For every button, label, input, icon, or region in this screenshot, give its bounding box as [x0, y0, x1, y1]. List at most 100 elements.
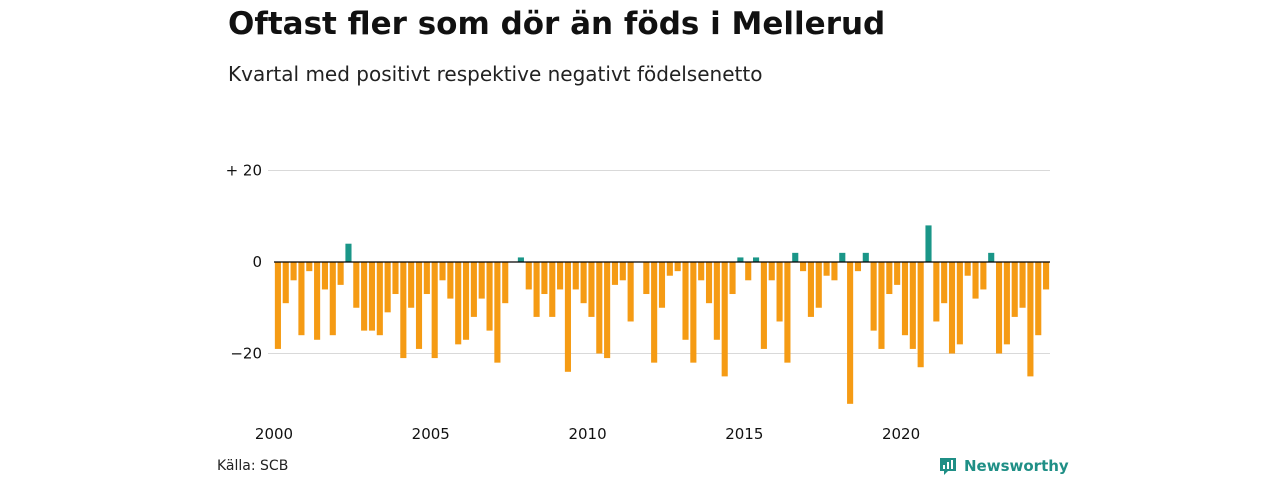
bar — [1011, 262, 1018, 317]
bar — [729, 262, 736, 295]
bar — [690, 262, 697, 363]
bar — [643, 262, 650, 295]
source-note: Källa: SCB — [217, 458, 289, 474]
bar — [658, 262, 666, 308]
bar — [792, 252, 799, 262]
x-tick-label: 2010 — [568, 425, 606, 443]
y-tick-label: + 20 — [226, 162, 262, 180]
brand-name: Newsworthy — [964, 457, 1069, 475]
bar — [705, 262, 713, 304]
bar — [502, 262, 509, 304]
bar — [760, 262, 767, 349]
bar — [494, 262, 501, 363]
bar — [894, 262, 901, 285]
bar — [274, 262, 281, 349]
bar — [917, 262, 924, 368]
bar — [956, 262, 963, 345]
bar — [854, 262, 862, 272]
bar — [439, 262, 446, 281]
bar — [1035, 262, 1042, 336]
bar — [298, 262, 305, 336]
bar — [525, 262, 532, 290]
bar — [533, 262, 540, 317]
bar — [361, 262, 368, 331]
bar — [400, 262, 407, 359]
bar — [948, 262, 956, 354]
x-tick-label: 2015 — [725, 425, 763, 443]
bar — [470, 262, 477, 317]
bar — [408, 262, 415, 308]
x-tick-label: 2020 — [882, 425, 920, 443]
bar — [415, 262, 423, 349]
bar — [517, 257, 524, 263]
bar — [713, 262, 720, 340]
bar — [541, 262, 548, 295]
bar — [447, 262, 454, 299]
bar — [737, 257, 744, 263]
bar — [353, 262, 360, 308]
bar — [486, 262, 493, 331]
bar — [839, 252, 846, 262]
bar — [368, 262, 376, 331]
bar — [823, 262, 830, 276]
bar — [314, 262, 321, 340]
bar — [674, 262, 681, 272]
bar — [345, 243, 352, 262]
chart-title: Oftast fler som dör än föds i Mellerud — [228, 6, 886, 42]
bar — [815, 262, 822, 308]
bar — [831, 262, 838, 281]
bar — [580, 262, 587, 304]
bar — [376, 262, 383, 336]
bar — [784, 262, 791, 363]
y-tick-label: −20 — [230, 345, 262, 363]
bar — [698, 262, 705, 281]
bar — [964, 262, 971, 276]
bar — [847, 262, 854, 404]
bar — [329, 262, 336, 336]
bar — [431, 262, 438, 359]
bar — [933, 262, 940, 322]
bar — [384, 262, 391, 313]
bar — [282, 262, 289, 304]
bar — [972, 262, 979, 299]
bar — [807, 262, 814, 317]
bar — [941, 262, 948, 304]
bar — [870, 262, 877, 331]
bar — [619, 262, 626, 281]
bar — [564, 262, 571, 372]
bar — [306, 262, 313, 272]
bar — [1003, 262, 1010, 345]
bar — [392, 262, 399, 295]
bar — [462, 262, 470, 340]
x-tick-label: 2005 — [412, 425, 450, 443]
bar — [776, 262, 783, 322]
x-tick-label: 2000 — [255, 425, 293, 443]
bar — [878, 262, 885, 349]
bar — [886, 262, 893, 295]
bar — [745, 262, 752, 281]
bar — [925, 225, 932, 262]
chart-subtitle: Kvartal med positivt respektive negativt… — [228, 62, 763, 86]
bar — [611, 262, 619, 285]
bar — [604, 262, 611, 359]
bar — [995, 262, 1003, 354]
bar — [753, 257, 760, 263]
bar — [588, 262, 595, 317]
bar — [909, 262, 916, 349]
bar — [800, 262, 807, 272]
bar — [980, 262, 987, 290]
bar — [321, 262, 328, 290]
bar — [862, 252, 869, 262]
brand-logo[interactable]: Newsworthy — [938, 456, 1069, 476]
bar — [337, 262, 344, 285]
bar — [627, 262, 634, 322]
bar — [721, 262, 728, 377]
bar — [901, 262, 909, 336]
bar — [549, 262, 556, 317]
bar — [572, 262, 579, 290]
bar — [651, 262, 658, 363]
bar — [557, 262, 564, 290]
x-axis-ticks: 2000 2005 2010 2015 2020 — [255, 425, 920, 443]
bar — [682, 262, 689, 340]
